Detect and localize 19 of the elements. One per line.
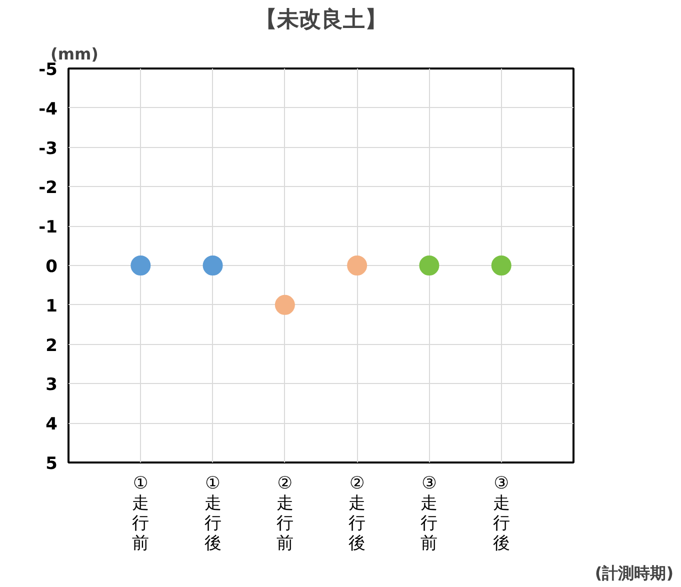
y-tick-label: 3	[46, 375, 58, 396]
y-tick-label: -2	[38, 178, 58, 198]
chart-title: 【未改良土】	[255, 6, 387, 32]
x-tick-label: ①走行前	[132, 474, 150, 554]
y-axis-title: (mm)	[50, 44, 98, 64]
x-tick-label: ①走行後	[204, 474, 222, 554]
y-tick-label: 2	[46, 336, 58, 356]
y-tick-label: -1	[38, 218, 58, 238]
y-tick-label: 5	[46, 454, 58, 474]
y-tick-label: 4	[46, 414, 58, 435]
y-tick-label: -3	[38, 138, 58, 159]
y-tick-label: 1	[46, 296, 58, 316]
x-tick-label: ③走行前	[420, 474, 438, 554]
x-tick-label: ②走行前	[276, 474, 294, 554]
x-tick-label: ③走行後	[492, 474, 510, 554]
x-axis-title: (計測時期)	[594, 564, 674, 582]
y-tick-label: -4	[38, 99, 58, 120]
x-tick-label: ②走行後	[348, 474, 366, 554]
y-tick-label: 0	[46, 257, 58, 277]
